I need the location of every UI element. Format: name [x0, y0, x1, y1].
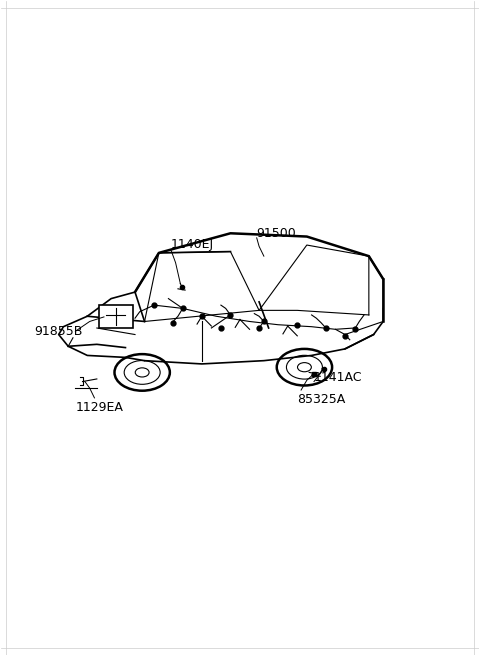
Text: 91855B: 91855B: [34, 325, 82, 338]
Text: 1141AC: 1141AC: [314, 371, 362, 384]
FancyBboxPatch shape: [99, 305, 132, 328]
Text: 1129EA: 1129EA: [75, 401, 123, 414]
Text: 91500: 91500: [257, 227, 297, 240]
Text: 1140EJ: 1140EJ: [171, 238, 214, 251]
Ellipse shape: [135, 368, 149, 377]
Text: 85325A: 85325A: [297, 394, 346, 406]
Ellipse shape: [298, 363, 312, 372]
